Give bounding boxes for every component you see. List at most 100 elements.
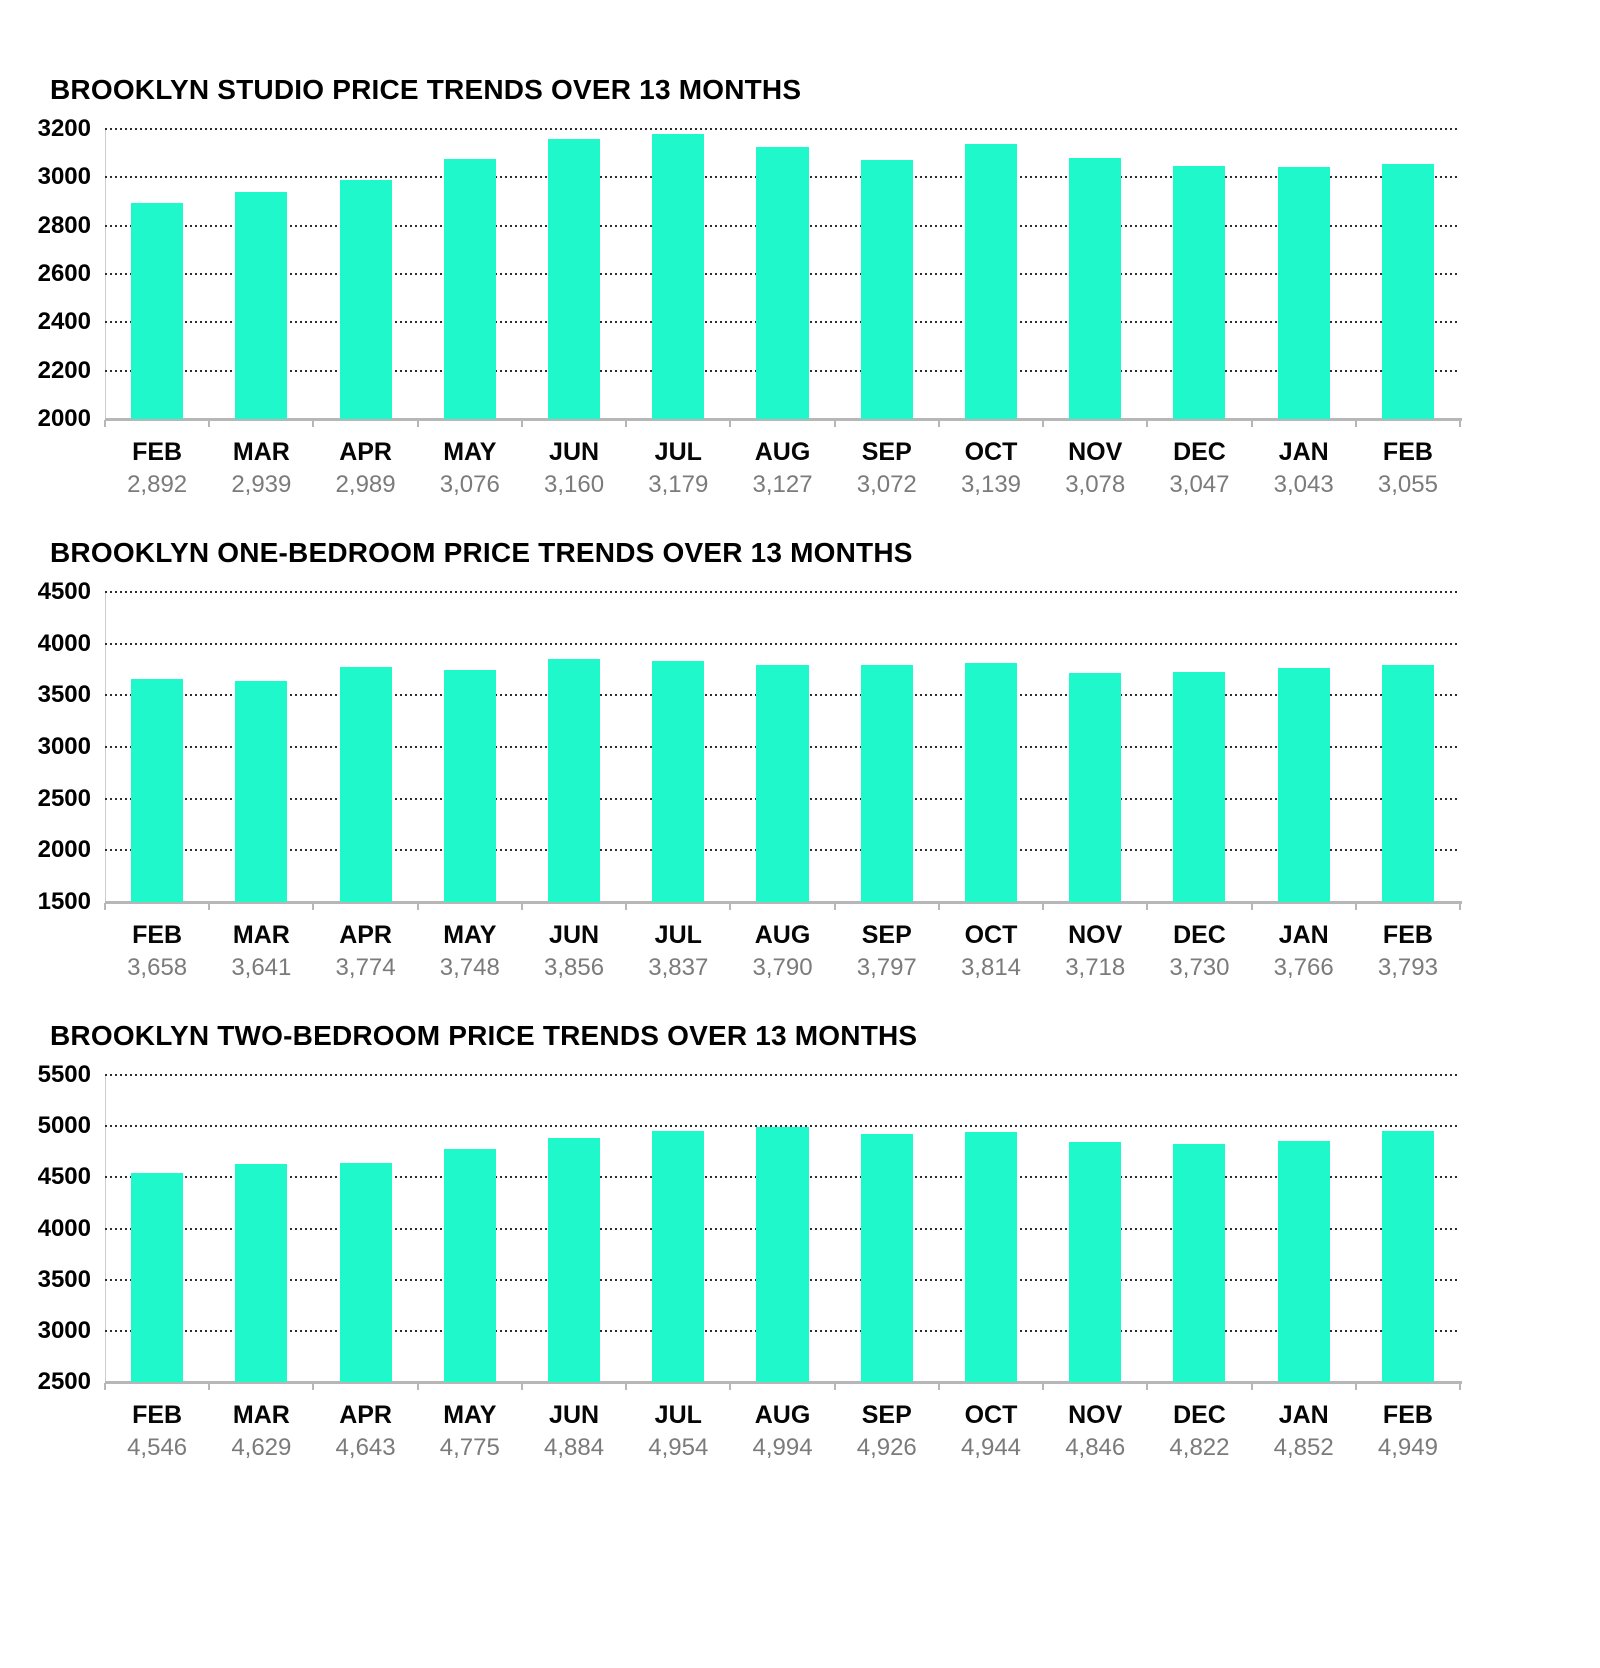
value-label: 3,718 (1065, 954, 1126, 981)
x-label-cell: MAY 3,748 (418, 920, 522, 982)
month-label: APR (339, 1401, 392, 1429)
bar-apr-1 (339, 667, 392, 902)
bar-oct-2 (964, 1131, 1017, 1382)
bar-jan-0 (1277, 166, 1330, 419)
bar-mar-0 (235, 192, 288, 419)
bar-mar-1 (235, 680, 288, 902)
month-label: FEB (1382, 921, 1433, 949)
x-label-cell: FEB 4,949 (1356, 1400, 1460, 1462)
month-label: MAR (232, 438, 290, 466)
x-label-cell: SEP 4,926 (835, 1400, 939, 1462)
value-label: 4,926 (856, 1434, 917, 1461)
month-label: FEB (1382, 1401, 1433, 1429)
x-axis-line (105, 1381, 1462, 1384)
x-axis-line (105, 418, 1462, 421)
month-label: MAY (443, 1401, 497, 1429)
axis-tick (1354, 903, 1357, 910)
x-label-cell: DEC 4,822 (1147, 1400, 1251, 1462)
y-tick-label: 4500 (37, 578, 91, 605)
bar-sep-2 (860, 1133, 913, 1382)
month-label: SEP (861, 438, 912, 466)
axis-tick (520, 420, 523, 427)
month-label: JUL (654, 921, 702, 949)
x-label-cell: OCT 3,139 (939, 437, 1043, 499)
x-label-cell: SEP 3,797 (835, 920, 939, 982)
bar-dec-1 (1173, 671, 1226, 902)
x-label-cell: AUG 3,127 (730, 437, 834, 499)
x-label-cell: JUN 4,884 (522, 1400, 626, 1462)
bar-nov-0 (1069, 158, 1122, 419)
value-label: 4,954 (648, 1434, 709, 1461)
gridline-4000 (105, 642, 1460, 645)
x-label-cell: SEP 3,072 (835, 437, 939, 499)
bar-feb-2 (131, 1172, 184, 1382)
x-label-cell: OCT 3,814 (939, 920, 1043, 982)
value-label: 3,160 (544, 471, 605, 498)
value-label: 3,856 (544, 954, 605, 981)
one-bedroom-chart-plot-area: 1500 2000 2500 3000 3500 4000 4500 (38, 579, 1462, 915)
value-label: 3,078 (1065, 471, 1126, 498)
bar-jun-1 (547, 658, 601, 902)
bar-may-0 (443, 158, 496, 419)
value-label: 3,790 (752, 954, 813, 981)
axis-tick (416, 1383, 419, 1390)
x-label-cell: JUL 3,837 (626, 920, 730, 982)
bar-jul-1 (652, 660, 705, 902)
x-label-cell: AUG 4,994 (730, 1400, 834, 1462)
value-label: 3,797 (856, 954, 917, 981)
month-label: AUG (754, 1401, 811, 1429)
x-label-cell: APR 4,643 (313, 1400, 417, 1462)
value-label: 3,730 (1169, 954, 1230, 981)
y-tick-label: 3500 (37, 681, 91, 709)
value-label: 3,766 (1273, 954, 1334, 981)
studio-chart-title: BROOKLYN STUDIO PRICE TRENDS OVER 13 MON… (50, 74, 802, 105)
y-tick-label: 2200 (37, 356, 91, 384)
x-label-cell: MAR 4,629 (209, 1400, 313, 1462)
value-label: 4,944 (960, 1434, 1022, 1461)
bar-dec-2 (1173, 1144, 1226, 1382)
value-label: 3,793 (1377, 954, 1438, 981)
axis-tick (1042, 1383, 1045, 1390)
studio-chart-x-labels: FEB 2,892 MAR 2,939 APR 2,989 MAY 3,076 JUN 3,160… (105, 437, 1460, 499)
month-label: JAN (1278, 921, 1329, 949)
bar-aug-2 (756, 1126, 809, 1382)
gridline-3200 (105, 128, 1460, 130)
month-label: MAY (443, 438, 497, 466)
gridline-5000 (105, 1125, 1460, 1128)
bar-aug-0 (756, 146, 809, 419)
axis-tick (937, 420, 940, 427)
x-label-cell: FEB 4,546 (105, 1400, 209, 1462)
axis-tick (1250, 1383, 1253, 1390)
bar-jun-2 (547, 1138, 601, 1382)
y-tick-label: 1500 (37, 888, 91, 915)
bar-mar-2 (235, 1164, 288, 1382)
axis-tick (1146, 1383, 1149, 1390)
axis-tick (1459, 1383, 1461, 1390)
x-label-cell: OCT 4,944 (939, 1400, 1043, 1462)
axis-tick (520, 1383, 523, 1390)
x-label-cell: FEB 3,055 (1356, 437, 1460, 499)
y-tick-label: 2000 (37, 405, 91, 432)
y-tick-label: 2600 (37, 260, 91, 287)
month-label: SEP (861, 1401, 912, 1429)
x-label-cell: JUN 3,856 (522, 920, 626, 982)
x-label-cell: NOV 4,846 (1043, 1400, 1147, 1462)
month-label: OCT (964, 921, 1018, 949)
axis-tick (625, 1383, 628, 1390)
month-label: JAN (1278, 1401, 1329, 1429)
value-label: 3,814 (960, 954, 1022, 981)
two-bedroom-chart-plot-area: 2500 3000 3500 4000 4500 5000 5500 (38, 1062, 1462, 1395)
month-label: FEB (132, 921, 183, 949)
axis-tick (104, 903, 106, 910)
bar-feb-2 (1381, 1131, 1434, 1382)
x-label-cell: JUL 3,179 (626, 437, 730, 499)
value-label: 3,072 (856, 471, 917, 498)
x-label-cell: MAR 2,939 (209, 437, 313, 499)
bar-jan-1 (1277, 667, 1330, 902)
gridline-4500 (105, 591, 1460, 593)
axis-tick (1459, 420, 1461, 427)
value-label: 3,043 (1273, 471, 1334, 498)
axis-tick (1146, 420, 1149, 427)
y-tick-label: 4000 (37, 629, 91, 657)
value-label: 4,643 (335, 1434, 396, 1461)
